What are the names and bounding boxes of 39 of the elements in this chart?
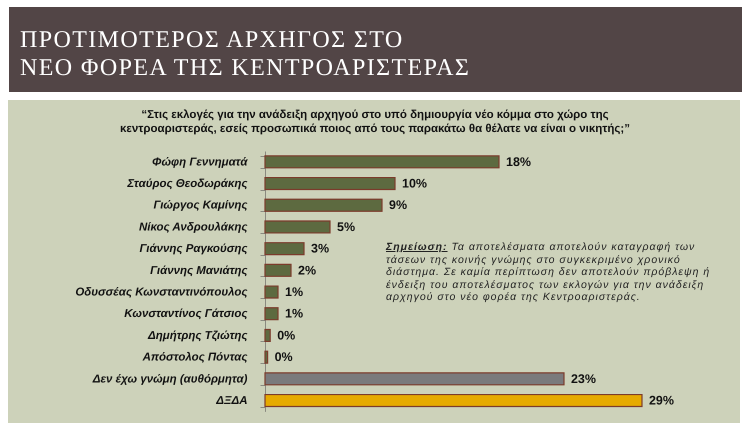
bar <box>264 264 292 277</box>
bar <box>264 155 500 168</box>
y-tick-label: Γιώργος Καμίνης <box>153 200 248 212</box>
y-tick-label: Κωνσταντίνος Γάτσιος <box>124 308 248 320</box>
bar <box>264 220 331 234</box>
bar <box>264 198 383 212</box>
data-label: 3% <box>311 242 330 256</box>
data-label: 0% <box>277 328 296 342</box>
y-tick-label: Οδυσσέας Κωνσταντινόπουλος <box>75 286 248 299</box>
y-tick-label: Γιάννης Ραγκούσης <box>140 243 248 256</box>
y-tick-label: Απόστολος Πόντας <box>142 352 248 364</box>
y-tick-label: Δημήτρης Τζιώτης <box>147 330 248 342</box>
data-label: 1% <box>285 306 304 321</box>
data-label: 23% <box>570 372 596 386</box>
annotation: Σημείωση: Τα αποτελέσματα αποτελούν καταγραφή των τάσεων της κοινής γνώμης στο συγκεκριμένο χρονικό διάστημα. Σε καμία περίπτωση δεν αποτελούν πρόβλεψη ή ένδειξη του αποτελέσματος των εκλογών για την ανάδειξη αρχηγού στο νέο φορέα της Κεντροαριστεράς. <box>386 241 712 304</box>
bar <box>264 328 271 342</box>
data-label: 5% <box>337 220 356 234</box>
y-tick-label: Δεν έχω γνώμη (αυθόρμητα) <box>92 373 248 386</box>
data-label: 29% <box>648 394 674 408</box>
y-tick-label: Σταύρος Θεοδωράκης <box>126 178 248 190</box>
y-tick-label: Γιάννης Μανιάτης <box>150 264 248 277</box>
data-label: 2% <box>298 263 316 278</box>
data-label: 10% <box>402 176 427 191</box>
y-tick-label: ΔΞΔΑ <box>215 395 248 408</box>
bar <box>264 242 305 256</box>
data-label: 18% <box>506 154 531 169</box>
bar <box>264 307 279 320</box>
bar <box>264 285 279 299</box>
y-tick-label: Φώφη Γεννηματά <box>152 156 248 168</box>
bar <box>264 394 643 408</box>
chart-title: ΠΡΟΤΙΜΟΤΕΡΟΣ ΑΡΧΗΓΟΣ ΣΤΟ ΝΕΟ ΦΟΡΕΑ ΤΗΣ ΚΕΝΤΡΟΑΡΙΣΤΕΡΑΣ <box>20 26 472 82</box>
data-label: 1% <box>285 285 304 300</box>
bar <box>264 350 268 364</box>
data-label: 9% <box>389 198 408 212</box>
data-label: 0% <box>274 350 293 364</box>
chart-subtitle: “Στις εκλογές για την ανάδειξη αρχηγού στο υπό δημιουργία νέο κόμμα στο χώρο της κεντροαριστεράς, εσείς προσωπικά ποιος από τους παρακάτω θα θέλατε να είναι ο νικητής;” <box>119 108 631 136</box>
y-tick-label: Νίκος Ανδρουλάκης <box>138 221 248 234</box>
bar <box>264 176 396 190</box>
bar <box>264 372 565 386</box>
